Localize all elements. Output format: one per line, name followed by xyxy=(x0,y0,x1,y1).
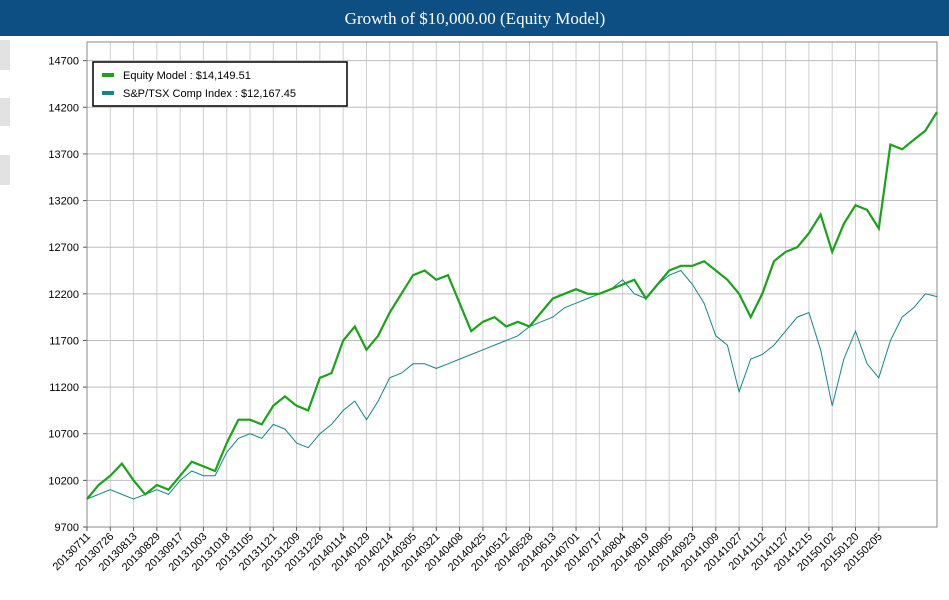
side-tab xyxy=(0,40,10,70)
y-tick-label: 11200 xyxy=(49,382,79,394)
y-tick-label: 13200 xyxy=(48,196,79,208)
series-line xyxy=(86,111,938,500)
legend-label: Equity Model : $14,149.51 xyxy=(123,70,251,82)
y-tick-label: 12200 xyxy=(48,289,79,301)
side-tab xyxy=(0,98,10,126)
y-tick-label: 10700 xyxy=(48,429,79,441)
chart-title: Growth of $10,000.00 (Equity Model) xyxy=(345,9,606,28)
side-tab xyxy=(0,155,10,185)
series-line xyxy=(86,269,938,500)
y-tick-label: 14200 xyxy=(48,102,79,114)
y-tick-label: 11700 xyxy=(49,335,79,347)
legend: Equity Model : $14,149.51 S&P/TSX Comp In… xyxy=(92,61,348,107)
y-tick-label: 10200 xyxy=(48,475,79,487)
title-bar xyxy=(0,0,949,36)
y-tick-label: 13700 xyxy=(48,149,79,161)
y-tick-label: 14700 xyxy=(48,56,79,68)
legend-box xyxy=(92,61,348,107)
y-tick-label: 9700 xyxy=(55,522,79,534)
legend-label: S&P/TSX Comp Index : $12,167.45 xyxy=(123,88,296,100)
plot-frame xyxy=(86,41,938,528)
y-tick-label: 12700 xyxy=(48,242,79,254)
